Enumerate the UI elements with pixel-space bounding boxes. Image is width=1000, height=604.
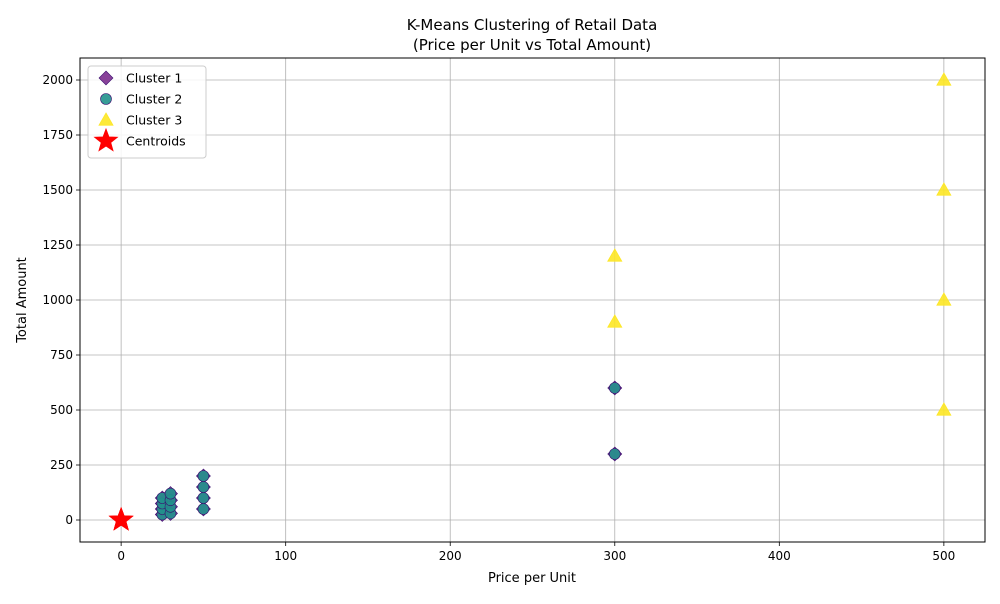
- x-tick-label: 100: [274, 549, 297, 563]
- y-tick-label: 1750: [42, 128, 73, 142]
- point-cluster-3: [607, 248, 623, 262]
- y-axis-label: Total Amount: [15, 257, 30, 344]
- legend-label: Cluster 2: [126, 92, 182, 107]
- legend-label: Cluster 3: [126, 113, 182, 128]
- legend-marker: [98, 70, 114, 86]
- chart-title-line2: (Price per Unit vs Total Amount): [413, 36, 651, 54]
- point-cluster-2: [197, 481, 210, 493]
- x-tick-label: 400: [768, 549, 791, 563]
- legend: Cluster 1 Cluster 2 Cluster 3 Centroids: [87, 65, 207, 159]
- y-tick-label: 500: [50, 403, 73, 417]
- legend-box: [87, 65, 207, 159]
- y-tick-label: 1500: [42, 183, 73, 197]
- legend-marker: [98, 112, 114, 126]
- x-tick-label: 500: [932, 549, 955, 563]
- point-cluster-3: [936, 292, 952, 306]
- grid: [80, 58, 985, 542]
- y-tick-label: 1250: [42, 238, 73, 252]
- point-cluster-2: [608, 382, 621, 394]
- point-cluster-2: [197, 492, 210, 504]
- point-cluster-2: [197, 503, 210, 515]
- x-tick-label: 0: [117, 549, 125, 563]
- chart-title-line1: K-Means Clustering of Retail Data: [407, 16, 658, 34]
- axis-ticks: 0 100 200 300 400 500 0 250 500 750 1000 1250 1500 17…: [42, 73, 955, 563]
- x-tick-label: 200: [439, 549, 462, 563]
- y-tick-label: 750: [50, 348, 73, 362]
- legend-marker: [100, 93, 112, 105]
- data-points: [108, 72, 952, 531]
- y-tick-label: 0: [65, 513, 73, 527]
- point-cluster-3: [607, 314, 623, 328]
- plot-frame: [79, 57, 986, 543]
- point-cluster-2: [164, 487, 177, 500]
- legend-label: Cluster 1: [126, 71, 182, 86]
- point-cluster-2: [197, 470, 210, 482]
- x-tick-label: 300: [603, 549, 626, 563]
- y-tick-label: 1000: [42, 293, 73, 307]
- x-axis-label: Price per Unit: [488, 571, 576, 586]
- point-cluster-3: [936, 72, 952, 86]
- y-tick-label: 250: [50, 458, 73, 472]
- point-centroids: [108, 506, 134, 531]
- point-cluster-3: [936, 182, 952, 196]
- legend-label: Centroids: [126, 134, 186, 149]
- point-cluster-2: [608, 448, 621, 460]
- y-tick-label: 2000: [42, 73, 73, 87]
- point-cluster-3: [936, 402, 952, 416]
- legend-marker: [93, 127, 119, 152]
